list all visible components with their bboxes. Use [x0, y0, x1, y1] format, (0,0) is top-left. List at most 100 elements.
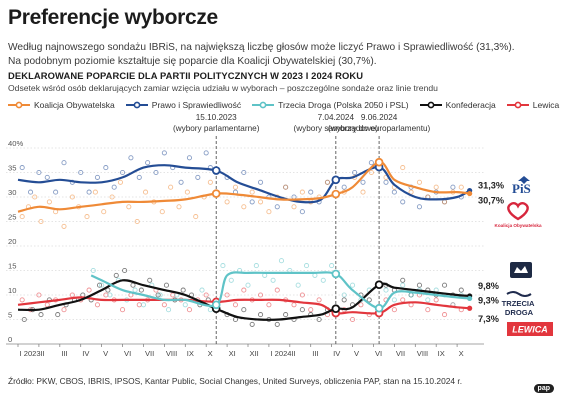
chart-title: Preferencje wyborcze: [8, 6, 218, 29]
x-tick-label: X: [208, 349, 213, 358]
poll-dot: [157, 292, 163, 298]
poll-dot: [224, 292, 230, 298]
poll-dot: [182, 302, 188, 308]
poll-dot: [111, 184, 117, 190]
poll-dot: [257, 312, 264, 318]
poll-dot: [291, 302, 297, 308]
poll-dot: [94, 174, 101, 180]
legend-item-lewica: Lewica: [506, 100, 559, 110]
poll-dot: [299, 209, 305, 215]
poll-dot: [107, 292, 113, 298]
legend-swatch-pis: [125, 101, 148, 109]
poll-dot: [283, 312, 289, 318]
poll-dot: [266, 302, 272, 308]
poll-dot: [186, 307, 193, 313]
trend-lines: [17, 157, 473, 321]
poll-dot: [161, 150, 167, 156]
poll-dot: [36, 169, 42, 176]
poll-dot: [126, 204, 132, 210]
poll-dot: [176, 204, 182, 210]
poll-dot: [360, 179, 366, 185]
x-tick-label: VI: [375, 349, 382, 358]
poll-dot: [391, 297, 397, 303]
source-note: Źródło: PKW, CBOS, IBRIS, IPSOS, Kantar …: [8, 376, 463, 386]
poll-dot: [101, 209, 107, 215]
poll-dot: [274, 204, 280, 210]
x-tick-label: I 2024: [270, 349, 291, 358]
poll-dot: [53, 189, 59, 195]
x-tick-label: II: [291, 349, 295, 358]
poll-dot: [341, 184, 347, 190]
election-marker: [331, 175, 341, 185]
poll-dot: [358, 302, 364, 308]
poll-dot: [19, 214, 25, 220]
x-tick-label: XII: [250, 349, 259, 358]
poll-dot: [195, 174, 201, 180]
x-tick-label: VII: [396, 349, 405, 358]
poll-dot: [165, 307, 172, 313]
x-tick-label: III: [312, 349, 318, 358]
poll-dot: [92, 189, 98, 195]
poll-dot: [228, 277, 234, 283]
chart-subnote: Odsetek wśród osób deklarujących zamiar …: [8, 83, 438, 93]
poll-dot: [299, 189, 305, 195]
legend-swatch-td: [252, 101, 275, 109]
poll-dot: [136, 302, 142, 308]
poll-dot: [224, 199, 230, 205]
x-tick-label: I 2023: [20, 349, 41, 358]
event-date: 9.06.2024: [361, 113, 398, 122]
pis-logo-text: PiS: [512, 181, 531, 196]
pis-logo: PiS: [512, 176, 531, 196]
poll-dot: [441, 282, 448, 288]
poll-dot: [458, 287, 464, 293]
poll-dot: [220, 263, 226, 269]
poll-dot: [257, 292, 264, 298]
election-marker: [331, 269, 341, 279]
poll-dot: [425, 307, 431, 313]
poll-dot: [360, 189, 366, 195]
x-tick-label: II: [40, 349, 44, 358]
poll-dot: [266, 209, 272, 215]
poll-dot: [433, 297, 439, 303]
election-marker: [331, 304, 341, 314]
poll-dot: [69, 194, 75, 200]
y-tick-label: 0: [8, 335, 12, 344]
poll-dot: [19, 165, 25, 171]
poll-dot: [21, 316, 27, 323]
trzecia-droga-logo: TRZECIA DROGA: [502, 291, 535, 317]
poll-dot: [400, 277, 406, 283]
poll-dot: [425, 297, 431, 303]
x-tick-label: III: [61, 349, 67, 358]
poll-dot: [241, 287, 247, 293]
poll-dot: [117, 179, 124, 185]
poll-dot: [119, 169, 126, 176]
pap-logo: pap: [533, 384, 554, 393]
pis-eagle-icon: [518, 176, 530, 184]
poll-dot: [193, 214, 199, 220]
poll-dot: [138, 287, 144, 293]
trzecia-droga-wave-icon: [506, 291, 532, 297]
y-tick-label: 20: [8, 237, 16, 246]
end-value-label: 30,7%: [478, 196, 504, 206]
poll-dot: [140, 302, 147, 308]
trend-line: [90, 271, 470, 310]
poll-dot: [130, 282, 136, 288]
poll-dot: [458, 184, 464, 190]
poll-dot: [103, 165, 109, 171]
trend-line: [17, 279, 470, 321]
poll-dot: [368, 169, 374, 176]
trend-end-dot: [467, 305, 473, 311]
poll-dot: [147, 277, 153, 283]
end-value-label: 9,3%: [478, 295, 499, 305]
election-marker: [331, 189, 341, 199]
konfederacja-logo: [510, 262, 532, 278]
x-tick-label: IV: [333, 349, 341, 358]
trzecia-droga-logo-word2: DROGA: [505, 308, 534, 317]
election-marker: [374, 303, 384, 313]
poll-dot: [99, 282, 105, 288]
poll-dot: [36, 292, 42, 298]
ko-heart-icon: [507, 201, 529, 221]
poll-dot: [257, 179, 264, 185]
lewica-logo-text: LEWICA: [512, 325, 548, 335]
legend-label-konf: Konfederacja: [445, 100, 496, 110]
